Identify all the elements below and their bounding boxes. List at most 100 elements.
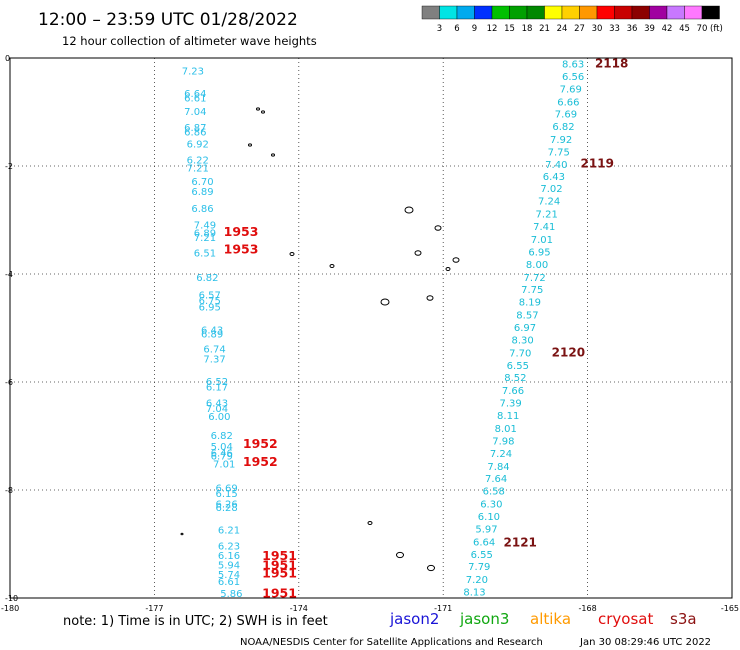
wave-height-value: 7.01 bbox=[213, 460, 235, 471]
colorbar-label: 70 bbox=[697, 24, 708, 34]
pass-number-label: 2121 bbox=[504, 535, 537, 549]
island-outline bbox=[289, 252, 295, 256]
y-tick-label: -2 bbox=[5, 162, 13, 171]
wave-height-value: 6.92 bbox=[187, 139, 209, 150]
island-outline bbox=[256, 107, 260, 111]
wave-height-value: 6.16 bbox=[218, 551, 240, 562]
colorbar-swatch bbox=[684, 5, 703, 20]
colorbar-swatch bbox=[631, 5, 650, 20]
wave-height-value: 6.86 bbox=[184, 128, 206, 139]
chart-subtitle: 12 hour collection of altimeter wave hei… bbox=[62, 34, 317, 48]
wave-height-value: 6.58 bbox=[483, 487, 505, 498]
wave-height-value: 6.89 bbox=[194, 229, 216, 240]
wave-height-value: 7.64 bbox=[485, 474, 507, 485]
pass-number-label: 1951 bbox=[262, 586, 297, 601]
x-tick-label: -180 bbox=[1, 604, 19, 613]
wave-height-value: 7.04 bbox=[184, 107, 206, 118]
colorbar-label: 6 bbox=[454, 24, 459, 34]
wave-height-value: 7.24 bbox=[490, 449, 512, 460]
wave-height-value: 7.75 bbox=[548, 148, 570, 159]
island-outline bbox=[445, 267, 451, 271]
colorbar-label: 36 bbox=[627, 24, 638, 34]
wave-height-value: 8.19 bbox=[519, 298, 541, 309]
satellite-name: jason3 bbox=[459, 610, 509, 628]
x-tick-label: -177 bbox=[145, 604, 163, 613]
colorbar-label: 42 bbox=[662, 24, 673, 34]
wave-height-value: 6.69 bbox=[215, 483, 237, 494]
wave-height-value: 6.28 bbox=[215, 503, 237, 514]
wave-height-value: 8.63 bbox=[562, 59, 584, 70]
wave-height-value: 6.64 bbox=[184, 89, 206, 100]
wave-height-value: 6.74 bbox=[203, 345, 225, 356]
wave-height-value: 6.89 bbox=[201, 329, 223, 340]
wave-height-value: 6.10 bbox=[478, 512, 500, 523]
island-outline bbox=[396, 551, 404, 559]
wave-height-value: 5.74 bbox=[218, 570, 240, 581]
wave-height-value: 6.43 bbox=[206, 399, 228, 410]
colorbar-label: 33 bbox=[609, 24, 620, 34]
wave-height-value: 5.86 bbox=[220, 589, 242, 600]
wave-height-value: 7.02 bbox=[540, 184, 562, 195]
colorbar-swatch bbox=[421, 5, 440, 20]
island-outline bbox=[367, 521, 373, 525]
wave-height-value: 6.86 bbox=[191, 204, 213, 215]
wave-height-value: 8.30 bbox=[511, 335, 533, 346]
colorbar: 3 6 9 12 15 18 21 24 27 30 33 36 39 42 45 70 bbox=[421, 5, 720, 34]
pass-labels: 2118211921202121195319531952195219511951… bbox=[224, 56, 629, 600]
wave-height-value: 6.30 bbox=[480, 500, 502, 511]
pass-number-label: 1953 bbox=[224, 224, 259, 239]
y-tick-label: -8 bbox=[5, 486, 13, 495]
wave-height-value: 7.37 bbox=[203, 354, 225, 365]
wave-height-value: 6.66 bbox=[557, 97, 579, 108]
wave-height-value: 6.22 bbox=[187, 156, 209, 167]
x-tick-label: -165 bbox=[721, 604, 739, 613]
wave-height-value: 8.52 bbox=[504, 373, 526, 384]
wave-height-value: 7.98 bbox=[492, 436, 514, 447]
wave-height-value: 6.97 bbox=[514, 323, 536, 334]
wave-height-value: 7.75 bbox=[521, 285, 543, 296]
island-outline bbox=[404, 206, 414, 214]
pass-number-label: 2119 bbox=[581, 156, 614, 170]
wave-height-value: 8.57 bbox=[516, 311, 538, 322]
wave-height-value: 7.21 bbox=[194, 233, 216, 244]
wave-height-value: 6.89 bbox=[191, 187, 213, 198]
colorbar-label: 30 bbox=[592, 24, 603, 34]
wave-height-value: 6.61 bbox=[218, 577, 240, 588]
wave-height-value: 7.01 bbox=[531, 235, 553, 246]
wave-height-value: 6.26 bbox=[215, 500, 237, 511]
colorbar-label: 24 bbox=[557, 24, 568, 34]
wave-height-value: 7.49 bbox=[194, 220, 216, 231]
wave-height-value: 7.66 bbox=[502, 386, 524, 397]
colorbar-unit: (ft) bbox=[710, 24, 723, 34]
island-outline bbox=[271, 153, 275, 157]
grid bbox=[10, 58, 732, 598]
island-outline bbox=[414, 250, 422, 256]
pass-number-label: 1952 bbox=[243, 454, 278, 469]
satellite-name: altika bbox=[530, 610, 571, 628]
wave-height-value: 8.01 bbox=[495, 424, 517, 435]
wave-height-value: 8.00 bbox=[526, 260, 548, 271]
wave-height-value: 8.13 bbox=[463, 588, 485, 599]
y-tick-label: 0 bbox=[5, 54, 10, 63]
island-outline bbox=[452, 257, 460, 263]
wave-height-value: 6.57 bbox=[199, 291, 221, 302]
wave-height-value: 7.39 bbox=[499, 399, 521, 410]
satellite-name: jason2 bbox=[389, 610, 439, 628]
colorbar-swatch bbox=[474, 5, 493, 20]
island-outline bbox=[426, 295, 434, 301]
axis-ticks: -180 -177 -174 -171 -168 -165 0 -2 -4 -6 -8 -10 bbox=[1, 54, 739, 613]
wave-height-value: 8.11 bbox=[497, 411, 519, 422]
colorbar-swatch bbox=[561, 5, 580, 20]
colorbar-label: 12 bbox=[487, 24, 498, 34]
wave-height-value: 7.40 bbox=[545, 160, 567, 171]
colorbar-swatch bbox=[439, 5, 458, 20]
wave-height-value: 7.79 bbox=[468, 562, 490, 573]
wave-height-value: 7.92 bbox=[550, 135, 572, 146]
wave-height-value: 7.69 bbox=[555, 110, 577, 121]
footer-note: note: 1) Time is in UTC; 2) SWH is in fe… bbox=[63, 614, 328, 629]
wave-height-value: 6.46 bbox=[211, 448, 233, 459]
plot-frame bbox=[9, 57, 733, 599]
wave-height-value: 5.94 bbox=[218, 561, 240, 572]
wave-height-value: 7.20 bbox=[466, 575, 488, 586]
colorbar-label: 27 bbox=[574, 24, 585, 34]
